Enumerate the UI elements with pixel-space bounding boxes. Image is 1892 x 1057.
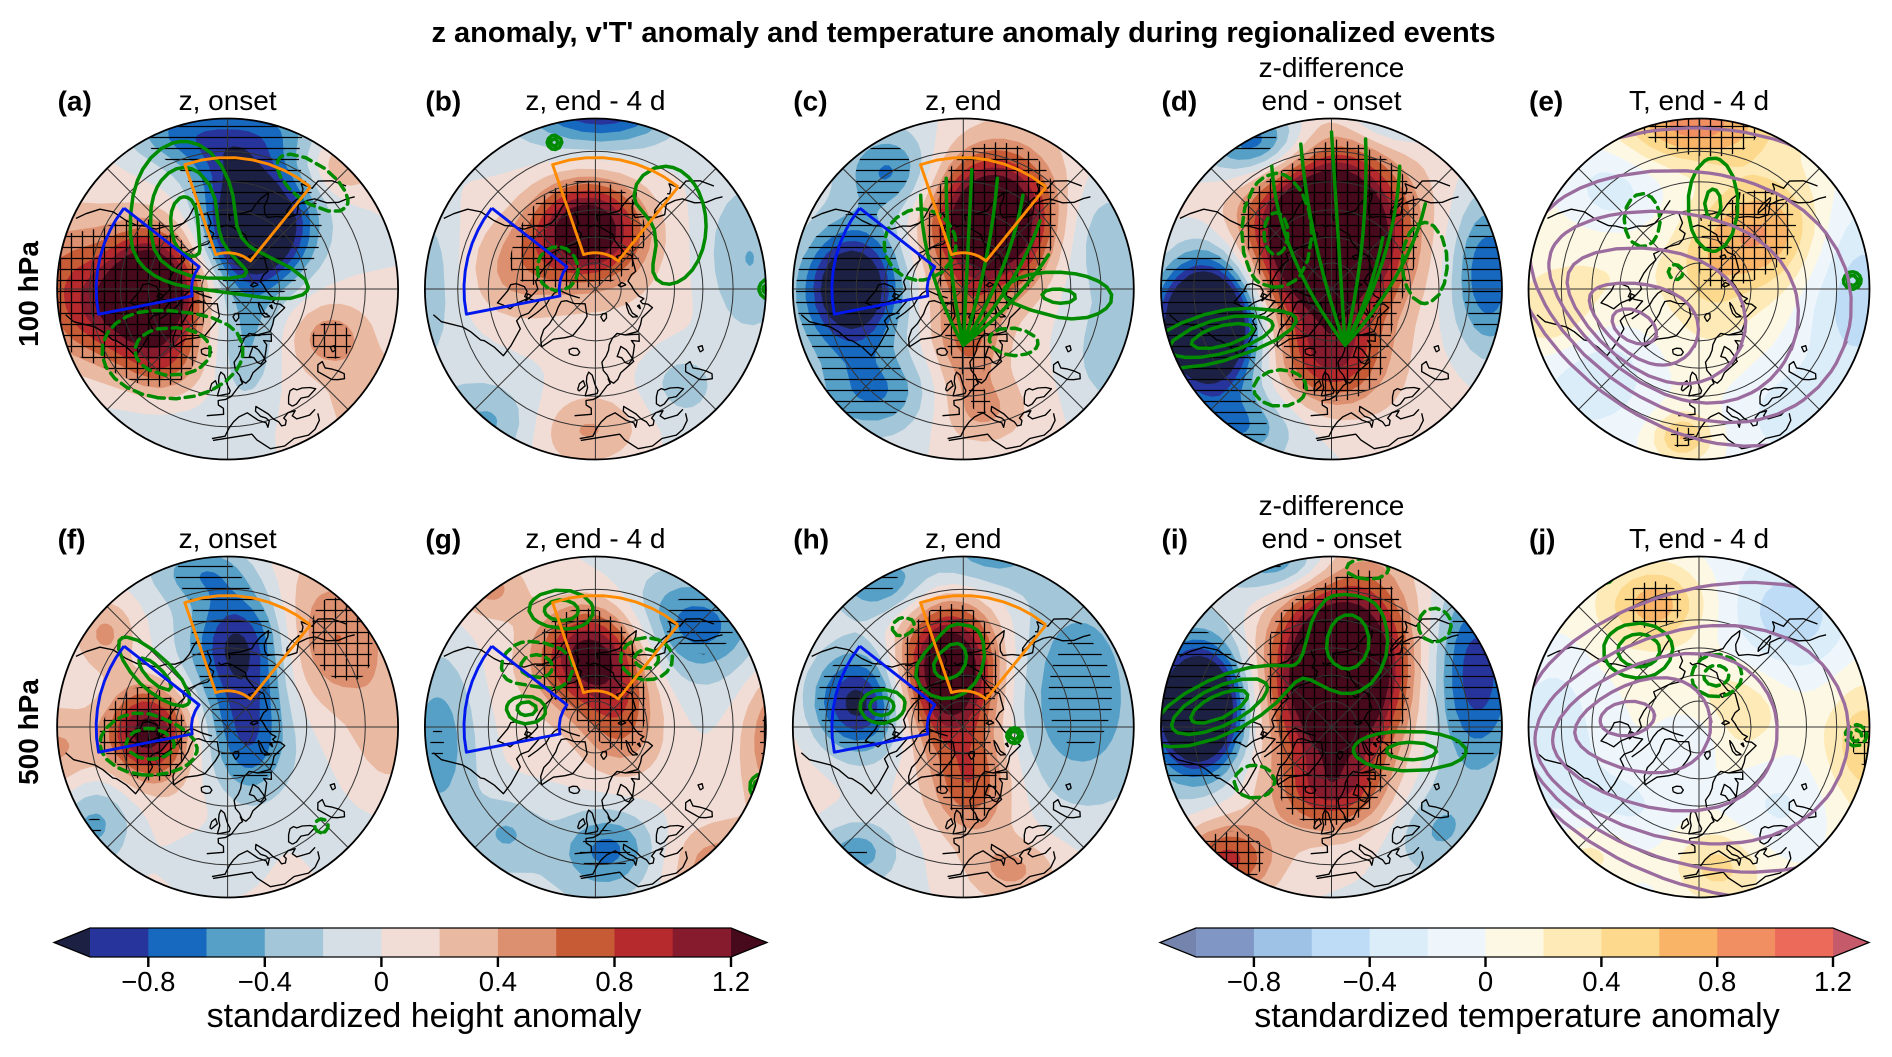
svg-text:0.8: 0.8 bbox=[595, 966, 633, 997]
svg-text:0.4: 0.4 bbox=[479, 966, 517, 997]
svg-text:T, end - 4 d: T, end - 4 d bbox=[1629, 523, 1769, 554]
svg-text:T, end - 4 d: T, end - 4 d bbox=[1629, 85, 1769, 116]
svg-text:z anomaly, v'T' anomaly and te: z anomaly, v'T' anomaly and temperature … bbox=[432, 17, 1496, 49]
svg-text:z, onset: z, onset bbox=[179, 85, 277, 116]
svg-text:standardized temperature anoma: standardized temperature anomaly bbox=[1254, 997, 1779, 1035]
svg-text:z, end: z, end bbox=[925, 523, 1001, 554]
svg-text:(g): (g) bbox=[425, 524, 461, 555]
svg-text:−0.4: −0.4 bbox=[1343, 966, 1397, 997]
svg-text:−0.8: −0.8 bbox=[1227, 966, 1281, 997]
svg-text:(b): (b) bbox=[425, 86, 461, 117]
svg-text:−0.4: −0.4 bbox=[238, 966, 292, 997]
svg-text:z-difference: z-difference bbox=[1259, 490, 1405, 521]
svg-text:(a): (a) bbox=[58, 86, 92, 117]
svg-text:z, end - 4 d: z, end - 4 d bbox=[525, 85, 665, 116]
svg-text:z, end: z, end bbox=[925, 85, 1001, 116]
svg-text:0: 0 bbox=[374, 966, 389, 997]
svg-text:1.2: 1.2 bbox=[712, 966, 750, 997]
svg-text:0.4: 0.4 bbox=[1582, 966, 1620, 997]
svg-text:(h): (h) bbox=[793, 524, 829, 555]
svg-text:1.2: 1.2 bbox=[1814, 966, 1852, 997]
svg-text:z-difference: z-difference bbox=[1259, 52, 1405, 83]
svg-text:end - onset: end - onset bbox=[1261, 523, 1401, 554]
svg-text:500 hPa: 500 hPa bbox=[13, 679, 44, 785]
svg-text:standardized height anomaly: standardized height anomaly bbox=[207, 997, 642, 1035]
svg-text:(f): (f) bbox=[58, 524, 86, 555]
svg-text:−0.8: −0.8 bbox=[121, 966, 175, 997]
svg-text:z, onset: z, onset bbox=[179, 523, 277, 554]
svg-text:(e): (e) bbox=[1529, 86, 1563, 117]
svg-text:0.8: 0.8 bbox=[1698, 966, 1736, 997]
svg-text:(d): (d) bbox=[1162, 86, 1198, 117]
svg-text:(i): (i) bbox=[1162, 524, 1188, 555]
svg-text:(j): (j) bbox=[1529, 524, 1555, 555]
svg-text:0: 0 bbox=[1478, 966, 1493, 997]
svg-text:end - onset: end - onset bbox=[1261, 85, 1401, 116]
svg-text:(c): (c) bbox=[793, 86, 827, 117]
svg-text:100 hPa: 100 hPa bbox=[13, 241, 44, 347]
svg-text:z, end - 4 d: z, end - 4 d bbox=[525, 523, 665, 554]
